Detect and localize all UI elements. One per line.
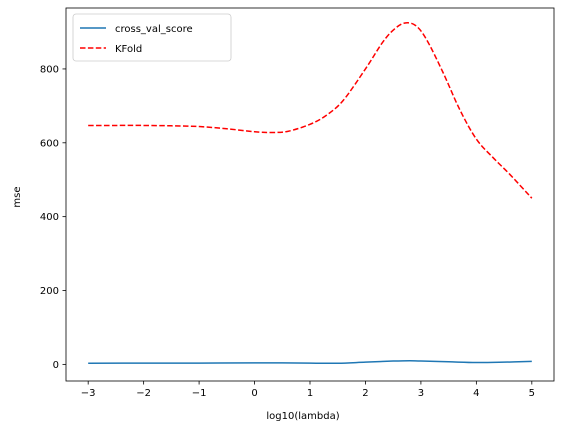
x-tick-label: 0 — [251, 388, 257, 399]
x-tick-label: 2 — [362, 388, 368, 399]
x-tick-label: −3 — [81, 388, 96, 399]
legend-entry-kfold: KFold — [115, 44, 142, 55]
x-tick-label: 4 — [473, 388, 479, 399]
y-tick-label: 200 — [40, 286, 59, 297]
x-tick-label: −2 — [136, 388, 151, 399]
x-tick-label: 5 — [529, 388, 535, 399]
legend-box — [73, 14, 231, 61]
legend: cross_val_score KFold — [73, 14, 231, 61]
x-tick-label: 1 — [307, 388, 313, 399]
y-tick-label: 0 — [53, 360, 59, 371]
y-tick-label: 400 — [40, 212, 59, 223]
y-tick-label: 600 — [40, 138, 59, 149]
legend-entry-cross-val-score: cross_val_score — [115, 24, 193, 35]
x-tick-label: −1 — [192, 388, 207, 399]
x-axis-label: log10(lambda) — [266, 411, 339, 422]
y-axis-label: mse — [12, 186, 23, 207]
y-tick-label: 800 — [40, 64, 59, 75]
x-tick-label: 3 — [418, 388, 424, 399]
